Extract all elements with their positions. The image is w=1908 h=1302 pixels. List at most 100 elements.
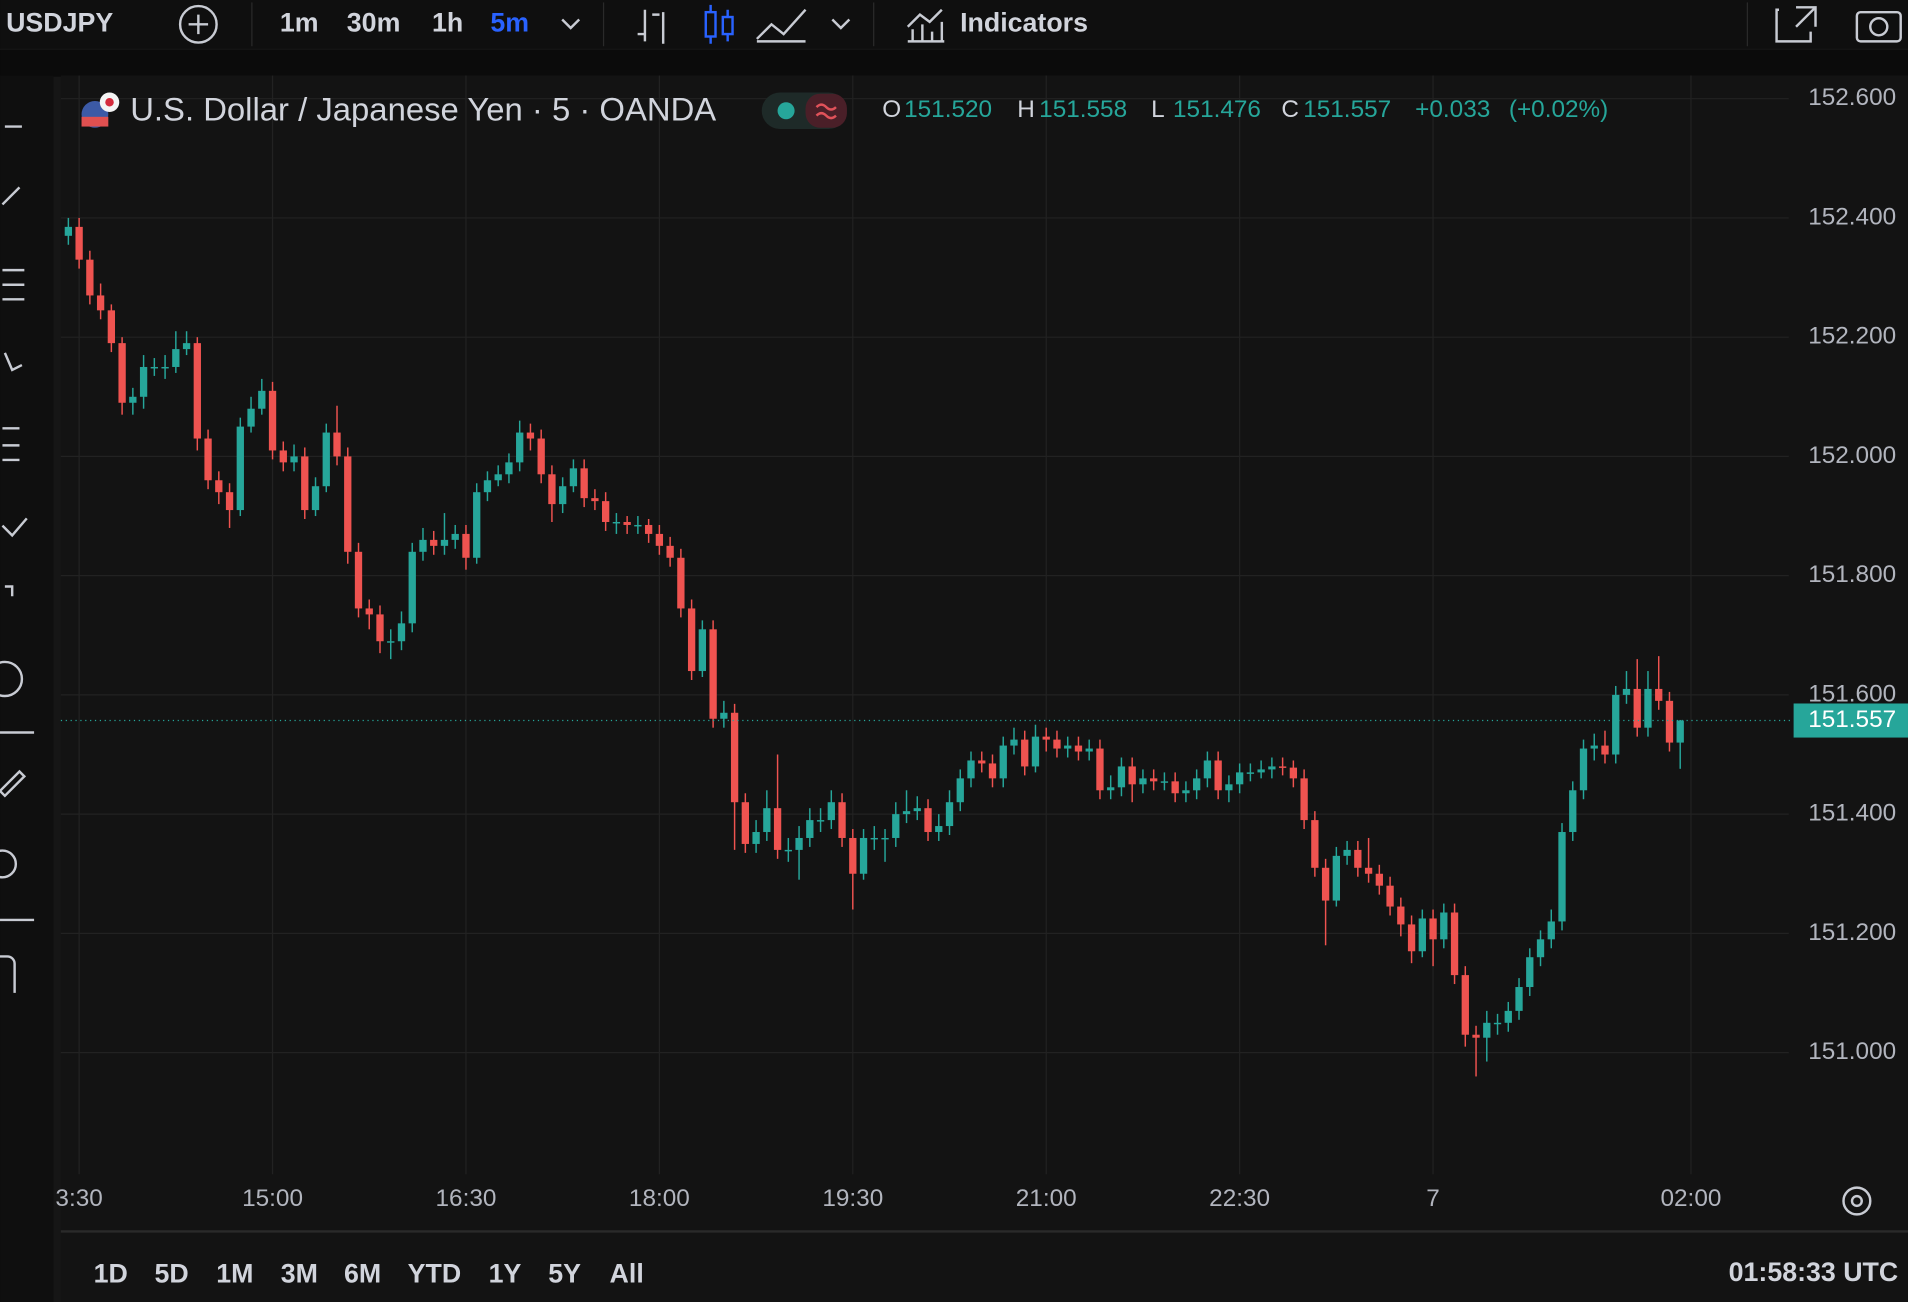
legend-value: 151.557 [1303,96,1391,123]
candle-body [935,826,943,833]
range-button[interactable]: YTD [408,1258,462,1288]
interval-active[interactable]: 5m [490,7,529,37]
candle-body [1633,688,1641,728]
x-tick-label: 21:00 [1016,1185,1077,1212]
chart-type-dropdown[interactable] [831,18,851,30]
range-button[interactable]: 5D [154,1258,188,1288]
candle-body [698,629,707,672]
candle-body [559,486,567,505]
candle-body [1590,745,1598,749]
candle-body [440,539,449,546]
last-price-label: 151.557 [1808,706,1896,733]
range-button[interactable]: 1M [216,1258,253,1288]
candle-body [1031,736,1040,767]
candle-body [75,226,83,260]
candle-body [1321,867,1330,901]
range-button[interactable]: 5Y [548,1258,581,1288]
x-tick-label: 22:30 [1209,1185,1270,1212]
legend-key: L [1151,96,1165,123]
range-button[interactable]: All [610,1258,644,1288]
area-button[interactable] [756,8,807,43]
snapshot-button[interactable] [1855,10,1902,43]
candle-body [247,408,255,427]
candle-body [1483,1022,1491,1038]
last-price-box [1793,703,1908,738]
candle-body [730,712,739,803]
candle-body [859,837,868,874]
candle-body [1504,1010,1512,1023]
add-symbol-button[interactable] [178,4,218,44]
candle-body [999,745,1007,779]
candle-body [569,468,578,487]
range-button[interactable]: 1Y [489,1258,522,1288]
ohlc-legend: O 151.520 H 151.558 L 151.476 C 151.557 [882,96,1391,123]
candle-body [838,802,846,838]
popout-button[interactable] [1775,6,1817,43]
y-tick-label: 152.200 [1808,323,1896,350]
interval[interactable]: 30m [347,7,401,37]
chart-title: U.S. Dollar / Japanese Yen · 5 · OANDA [130,91,716,128]
candle-body [365,608,373,615]
candle-body [1203,760,1212,779]
range-button[interactable]: 1D [94,1258,128,1288]
interval[interactable]: 1h [432,7,463,37]
interval[interactable]: 1m [280,7,319,37]
candle-body [96,295,105,311]
candle-body [1397,906,1405,925]
candle-body [666,545,674,558]
symbol-flag [81,92,120,128]
candle-body [1440,912,1448,940]
candle-body [494,474,502,481]
grid [60,75,1789,1175]
candle-body [1117,766,1126,788]
candle-body [1021,739,1029,767]
candle-body [945,802,954,827]
candle-body [1042,736,1050,740]
range-button[interactable]: 6M [344,1258,381,1288]
candle-body [1150,778,1158,782]
candle-body [1386,885,1394,907]
candle-body [1655,688,1663,701]
candle-body [397,623,406,642]
candle-body [1418,918,1426,952]
candle-body [1074,745,1083,752]
range-button[interactable]: 3M [281,1258,318,1288]
candle-body [1493,1022,1502,1025]
candle-body [279,450,287,463]
interval-dropdown[interactable] [561,18,581,30]
candle-body [1472,1034,1480,1038]
candle-body [677,557,685,609]
data-status [805,93,847,128]
indicators-button[interactable]: Indicators [960,7,1088,37]
symbol[interactable]: USDJPY [6,7,113,37]
candle-body [1569,790,1577,833]
market-status [777,102,795,120]
candles-button[interactable] [704,4,734,44]
axis-settings-button[interactable] [1842,1186,1872,1216]
candle-body [1536,939,1545,958]
candle-body [526,432,535,439]
candle-body [107,310,116,344]
candle-body [1053,739,1061,749]
candle-body [236,426,244,511]
sidebar-tools[interactable] [0,125,35,993]
candle-body [387,641,395,643]
candle-body [634,524,642,527]
change-percent: (+0.02%) [1509,96,1608,123]
candle-body [709,629,717,719]
indicators-icon[interactable] [906,8,945,43]
legend-key: H [1017,96,1035,123]
candle-body [1375,873,1383,886]
candle-body [752,832,760,844]
bars-button[interactable] [637,9,665,44]
candle-body [483,480,492,493]
candle-body [193,343,201,439]
candle-body [1515,987,1523,1011]
candle-body [1558,832,1566,922]
candle-body [1139,778,1147,785]
candle-body [64,226,73,236]
candle-body [956,778,964,803]
candle-body [451,533,459,540]
candle-body [1246,772,1255,774]
